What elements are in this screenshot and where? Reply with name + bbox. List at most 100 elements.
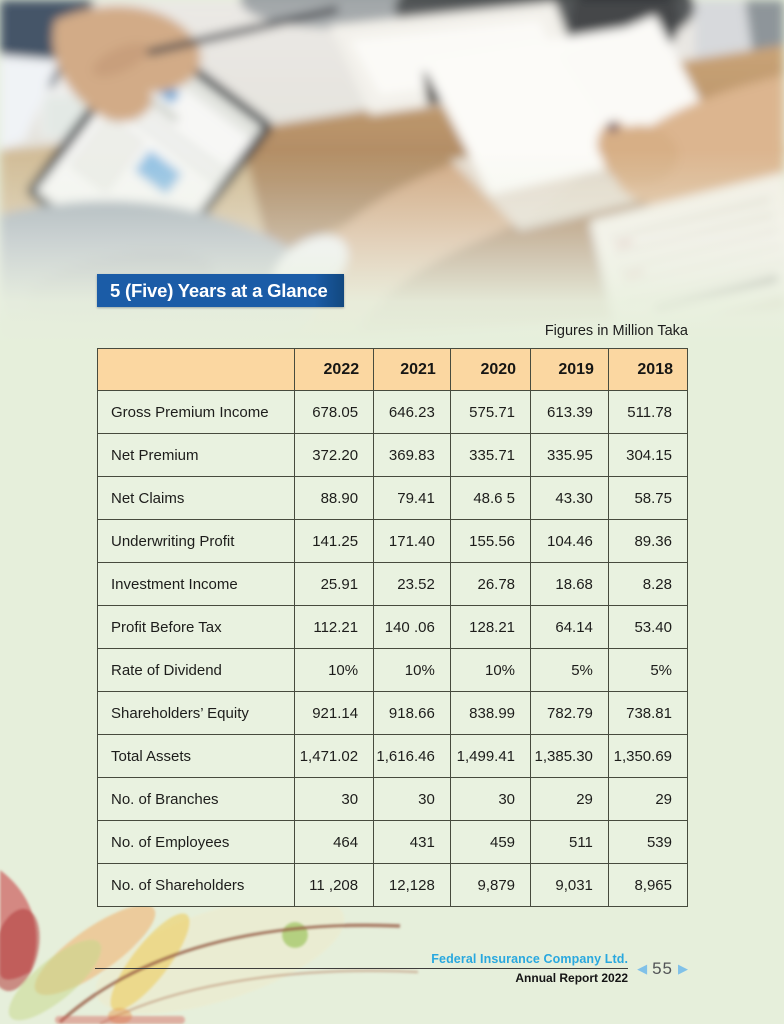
row-label: Profit Before Tax <box>96 605 296 649</box>
cell-value: 141.25 <box>294 519 375 563</box>
page-footer: Federal Insurance Company Ltd. Annual Re… <box>95 952 688 985</box>
cell-value: 43.30 <box>530 476 609 520</box>
table-header-row: 2022 2021 2020 2019 2018 <box>96 348 689 391</box>
cell-value: 9,031 <box>530 863 609 907</box>
cell-value: 335.71 <box>449 433 532 477</box>
cell-value: 112.21 <box>294 605 375 649</box>
cell-value: 26.78 <box>449 562 532 606</box>
table-row: Shareholders’ Equity 921.14 918.66 838.9… <box>96 691 689 735</box>
cell-value: 8.28 <box>607 562 689 606</box>
table-row: No. of Shareholders 11 ,208 12,128 9,879… <box>96 863 689 907</box>
cell-value: 29 <box>607 777 689 821</box>
row-label: Net Premium <box>96 433 296 477</box>
cell-value: 335.95 <box>530 433 609 477</box>
cell-value: 23.52 <box>373 562 451 606</box>
row-label: Total Assets <box>96 734 296 778</box>
cell-value: 10% <box>449 648 532 692</box>
table-row: No. of Employees 464 431 459 511 539 <box>96 820 689 864</box>
cell-value: 464 <box>294 820 375 864</box>
cell-value: 128.21 <box>449 605 532 649</box>
row-label: Rate of Dividend <box>96 648 296 692</box>
cell-value: 1,350.69 <box>607 734 689 778</box>
cell-value: 104.46 <box>530 519 609 563</box>
cell-value: 18.68 <box>530 562 609 606</box>
row-label: Net Claims <box>96 476 296 520</box>
meeting-photo <box>0 0 784 345</box>
next-page-icon: ▶ <box>678 961 688 976</box>
cell-value: 539 <box>607 820 689 864</box>
cell-value: 575.71 <box>449 390 532 434</box>
row-label: Underwriting Profit <box>96 519 296 563</box>
table-row: No. of Branches 30 30 30 29 29 <box>96 777 689 821</box>
table-row: Net Premium 372.20 369.83 335.71 335.95 … <box>96 433 689 477</box>
cell-value: 140 .06 <box>373 605 451 649</box>
cell-value: 431 <box>373 820 451 864</box>
cell-value: 58.75 <box>607 476 689 520</box>
year-header: 2022 <box>294 348 375 391</box>
row-label: Gross Premium Income <box>96 390 296 434</box>
cell-value: 459 <box>449 820 532 864</box>
table-row: Profit Before Tax 112.21 140 .06 128.21 … <box>96 605 689 649</box>
company-name: Federal Insurance Company Ltd. <box>431 952 629 966</box>
row-label: No. of Employees <box>96 820 296 864</box>
cell-value: 171.40 <box>373 519 451 563</box>
table-row: Underwriting Profit 141.25 171.40 155.56… <box>96 519 689 563</box>
table-row: Total Assets 1,471.02 1,616.46 1,499.41 … <box>96 734 689 778</box>
cell-value: 5% <box>607 648 689 692</box>
cell-value: 64.14 <box>530 605 609 649</box>
cell-value: 10% <box>294 648 375 692</box>
cell-value: 12,128 <box>373 863 451 907</box>
cell-value: 678.05 <box>294 390 375 434</box>
cell-value: 53.40 <box>607 605 689 649</box>
cell-value: 1,385.30 <box>530 734 609 778</box>
footer-text-block: Federal Insurance Company Ltd. Annual Re… <box>95 952 629 985</box>
cell-value: 838.99 <box>449 691 532 735</box>
cell-value: 1,471.02 <box>294 734 375 778</box>
table-row: Net Claims 88.90 79.41 48.6 5 43.30 58.7… <box>96 476 689 520</box>
cell-value: 30 <box>373 777 451 821</box>
table-row: Gross Premium Income 678.05 646.23 575.7… <box>96 390 689 434</box>
cell-value: 89.36 <box>607 519 689 563</box>
cell-value: 372.20 <box>294 433 375 477</box>
table-row: Investment Income 25.91 23.52 26.78 18.6… <box>96 562 689 606</box>
cell-value: 1,499.41 <box>449 734 532 778</box>
cell-value: 48.6 5 <box>449 476 532 520</box>
cell-value: 1,616.46 <box>373 734 451 778</box>
cell-value: 369.83 <box>373 433 451 477</box>
row-label: No. of Branches <box>96 777 296 821</box>
page-indicator: ◀ 55 ▶ <box>637 959 688 979</box>
row-label: Shareholders’ Equity <box>96 691 296 735</box>
cell-value: 79.41 <box>373 476 451 520</box>
cell-value: 738.81 <box>607 691 689 735</box>
cell-value: 782.79 <box>530 691 609 735</box>
cell-value: 8,965 <box>607 863 689 907</box>
cell-value: 88.90 <box>294 476 375 520</box>
year-header: 2020 <box>449 348 532 391</box>
report-name: Annual Report 2022 <box>515 971 629 985</box>
units-note: Figures in Million Taka <box>544 323 688 339</box>
five-years-table: 2022 2021 2020 2019 2018 Gross Premium I… <box>96 348 689 907</box>
cell-value: 646.23 <box>373 390 451 434</box>
row-label: No. of Shareholders <box>96 863 296 907</box>
cell-value: 11 ,208 <box>294 863 375 907</box>
cell-value: 613.39 <box>530 390 609 434</box>
cell-value: 30 <box>294 777 375 821</box>
cell-value: 511.78 <box>607 390 689 434</box>
table-row: Rate of Dividend 10% 10% 10% 5% 5% <box>96 648 689 692</box>
corner-cell <box>96 348 296 391</box>
cell-value: 9,879 <box>449 863 532 907</box>
prev-page-icon: ◀ <box>637 961 648 976</box>
cell-value: 304.15 <box>607 433 689 477</box>
cell-value: 921.14 <box>294 691 375 735</box>
row-label: Investment Income <box>96 562 296 606</box>
cell-value: 155.56 <box>449 519 532 563</box>
cell-value: 918.66 <box>373 691 451 735</box>
page-number: 55 <box>652 958 673 978</box>
cell-value: 511 <box>530 820 609 864</box>
year-header: 2021 <box>373 348 451 391</box>
year-header: 2018 <box>607 348 689 391</box>
cell-value: 30 <box>449 777 532 821</box>
year-header: 2019 <box>530 348 609 391</box>
cell-value: 5% <box>530 648 609 692</box>
